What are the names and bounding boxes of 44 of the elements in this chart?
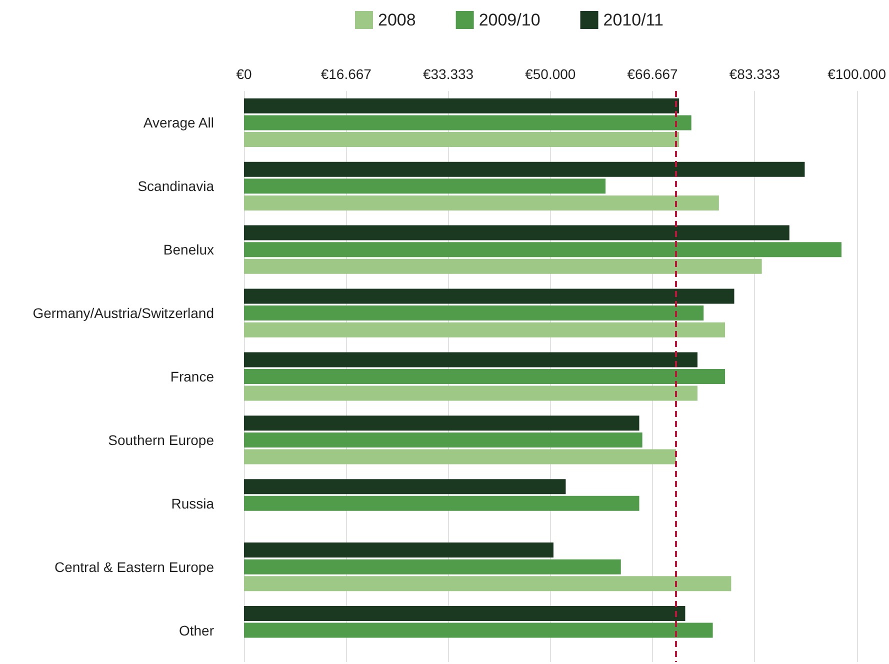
x-tick-label: €0 (236, 66, 252, 82)
bar (244, 98, 680, 114)
x-tick-label: €100.000 (828, 66, 886, 82)
x-tick-label: €50.000 (525, 66, 576, 82)
y-tick-label: Germany/Austria/Switzerland (32, 305, 214, 322)
bar (244, 352, 698, 368)
legend-label: 2009/10 (478, 10, 540, 30)
x-tick-label: €33.333 (422, 66, 474, 82)
bar (244, 115, 692, 130)
x-tick-label: €83.333 (729, 66, 780, 82)
bar (244, 132, 680, 148)
bar (244, 542, 554, 558)
bar (244, 195, 719, 210)
legend-label: 2010/11 (603, 10, 664, 30)
bar (244, 432, 642, 448)
bar (244, 288, 734, 304)
x-tick-label: €16.667 (320, 66, 372, 82)
y-tick-label: Other (178, 622, 214, 638)
bar (244, 416, 640, 431)
bar (244, 576, 732, 592)
y-tick-label: Russia (171, 495, 214, 512)
bar (244, 559, 621, 574)
y-tick-label: Central & Eastern Europe (54, 558, 214, 575)
bar (244, 369, 726, 384)
y-tick-label: Average All (143, 114, 214, 131)
bar (244, 306, 704, 321)
bar (244, 386, 698, 401)
bar (244, 178, 606, 194)
bar (244, 162, 805, 177)
bar (244, 496, 640, 511)
bar (244, 479, 566, 494)
y-tick-label: France (170, 368, 214, 384)
legend-label: 2008 (378, 10, 416, 30)
y-tick-label: Southern Europe (108, 432, 214, 448)
y-tick-label: Scandinavia (138, 178, 214, 194)
y-tick-label: Benelux (163, 242, 214, 258)
bar (244, 225, 790, 240)
bar (244, 258, 762, 274)
bar (244, 322, 726, 338)
bar (244, 449, 676, 464)
x-tick-label: €66.667 (627, 66, 678, 82)
bar (244, 622, 713, 638)
bar (244, 242, 842, 258)
bar (244, 606, 686, 621)
